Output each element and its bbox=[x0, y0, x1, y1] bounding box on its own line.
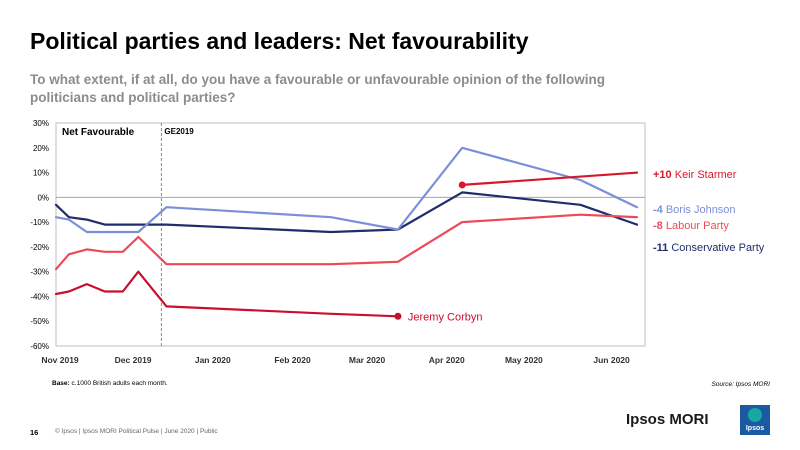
y-tick-label: 10% bbox=[33, 169, 49, 178]
series-line-conservative bbox=[54, 191, 639, 234]
series-line-labour bbox=[54, 213, 639, 271]
x-tick-label: Nov 2019 bbox=[41, 355, 79, 365]
y-tick-label: -10% bbox=[30, 218, 49, 227]
series-name: Labour Party bbox=[663, 220, 730, 232]
footer-text: © Ipsos | Ipsos MORI Political Pulse | J… bbox=[55, 428, 218, 435]
x-tick-label: May 2020 bbox=[505, 355, 543, 365]
page-number: 16 bbox=[30, 428, 39, 437]
plot-area bbox=[55, 122, 646, 347]
x-tick-label: Mar 2020 bbox=[349, 355, 386, 365]
series-end-value: +10 bbox=[653, 169, 672, 181]
x-tick-label: Feb 2020 bbox=[274, 355, 311, 365]
ge2019-label: GE2019 bbox=[164, 127, 194, 136]
series-end-value: -4 bbox=[653, 204, 664, 216]
series-marker-starmer bbox=[458, 181, 466, 189]
chart-title: Net Favourable bbox=[62, 127, 135, 138]
logo-circle bbox=[748, 408, 762, 422]
y-tick-label: -20% bbox=[30, 243, 49, 252]
x-tick-label: Jun 2020 bbox=[593, 355, 630, 365]
base-text: c.1000 British adults each month. bbox=[69, 380, 168, 387]
y-tick-label: 0% bbox=[37, 193, 49, 202]
y-tick-label: -60% bbox=[30, 342, 49, 351]
base-note: Base: c.1000 British adults each month. bbox=[52, 380, 168, 387]
series-label-corbyn: Jeremy Corbyn bbox=[408, 311, 483, 323]
series-end-value: -11 bbox=[653, 242, 668, 254]
series-marker-corbyn bbox=[394, 312, 402, 320]
series-label-starmer: +10 Keir Starmer bbox=[653, 169, 737, 181]
x-tick-label: Jan 2020 bbox=[195, 355, 231, 365]
logo-text: Ipsos bbox=[746, 425, 764, 432]
series-label-conservative: -11 Conservative Party bbox=[653, 242, 765, 254]
ipsos-logo: Ipsos bbox=[740, 405, 770, 435]
series-line-johnson bbox=[54, 146, 639, 234]
y-tick-label: -50% bbox=[30, 317, 49, 326]
series-name: Keir Starmer bbox=[672, 169, 737, 181]
series-name: Boris Johnson bbox=[663, 204, 736, 216]
series-line-corbyn bbox=[54, 270, 399, 318]
y-tick-label: 30% bbox=[33, 119, 49, 128]
series-label-labour: -8 Labour Party bbox=[653, 220, 729, 232]
x-tick-label: Dec 2019 bbox=[115, 355, 152, 365]
y-tick-label: -30% bbox=[30, 268, 49, 277]
y-tick-label: -40% bbox=[30, 292, 49, 301]
base-label: Base: bbox=[52, 380, 70, 387]
series-end-value: -8 bbox=[653, 220, 663, 232]
series-name: Conservative Party bbox=[668, 242, 764, 254]
source-note: Source: Ipsos MORI bbox=[711, 381, 770, 388]
y-tick-label: 20% bbox=[33, 144, 49, 153]
x-tick-label: Apr 2020 bbox=[429, 355, 465, 365]
survey-question: To what extent, if at all, do you have a… bbox=[30, 72, 606, 105]
brand-name: Ipsos MORI bbox=[626, 411, 709, 428]
slide-title: Political parties and leaders: Net favou… bbox=[30, 28, 529, 54]
series-label-johnson: -4 Boris Johnson bbox=[653, 204, 736, 216]
series-line-starmer bbox=[461, 171, 639, 186]
